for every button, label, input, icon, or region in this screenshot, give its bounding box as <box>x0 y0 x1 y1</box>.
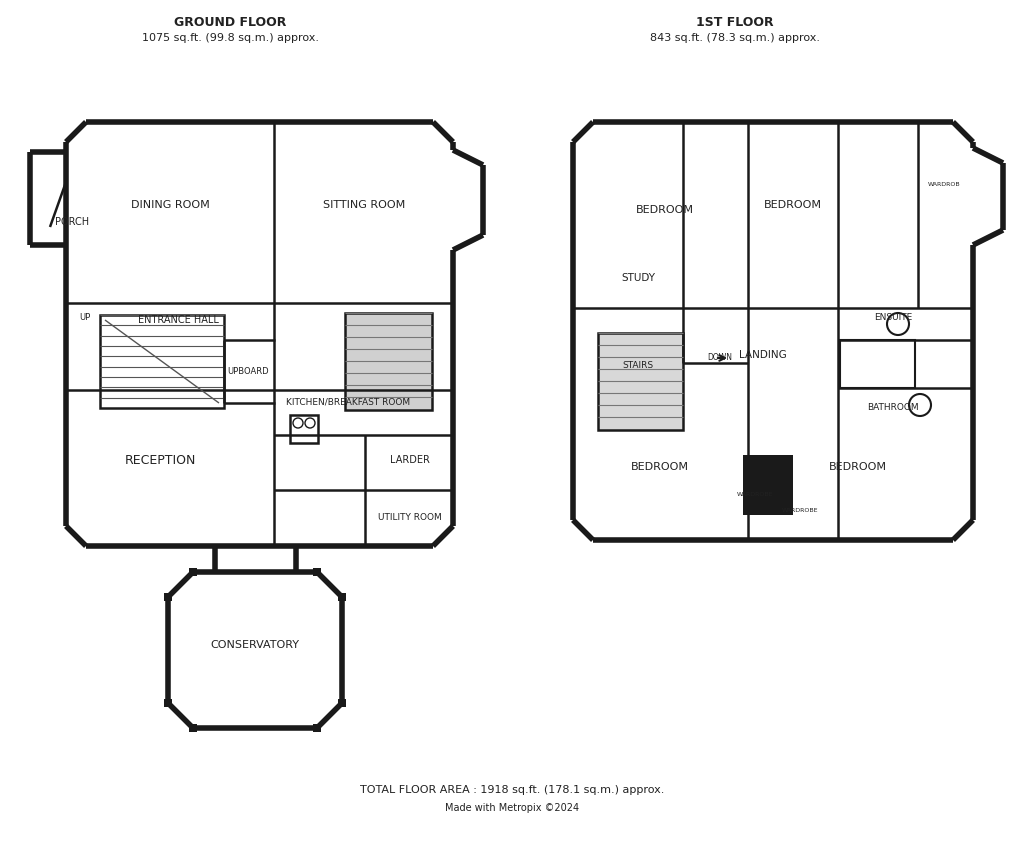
Text: BATHROOM: BATHROOM <box>867 403 919 413</box>
Text: BEDROOM: BEDROOM <box>829 462 887 472</box>
Text: TOTAL FLOOR AREA : 1918 sq.ft. (178.1 sq.m.) approx.: TOTAL FLOOR AREA : 1918 sq.ft. (178.1 sq… <box>359 785 665 795</box>
Text: CONSERVATORY: CONSERVATORY <box>211 640 299 650</box>
Bar <box>338 699 346 707</box>
Text: Made with Metropix ©2024: Made with Metropix ©2024 <box>445 803 579 813</box>
Bar <box>598 333 683 430</box>
Text: UP: UP <box>80 313 91 323</box>
Bar <box>840 340 915 388</box>
Text: UTILITY ROOM: UTILITY ROOM <box>378 512 442 522</box>
Bar <box>345 313 432 410</box>
Text: ENTRANCE HALL: ENTRANCE HALL <box>137 315 218 325</box>
Text: WARDROB: WARDROB <box>928 182 961 187</box>
Text: LARDER: LARDER <box>390 455 430 465</box>
Bar <box>189 568 197 576</box>
Text: 1ST FLOOR: 1ST FLOOR <box>696 15 774 28</box>
Bar <box>164 593 172 601</box>
Bar <box>743 455 793 515</box>
Text: PORCH: PORCH <box>55 217 89 227</box>
Text: LANDING: LANDING <box>739 350 786 360</box>
Bar <box>313 568 321 576</box>
Text: SITTING ROOM: SITTING ROOM <box>323 200 406 210</box>
Text: BEDROOM: BEDROOM <box>636 205 694 215</box>
Text: GROUND FLOOR: GROUND FLOOR <box>174 15 286 28</box>
Text: RECEPTION: RECEPTION <box>124 454 196 466</box>
Text: DOWN: DOWN <box>708 353 732 363</box>
Bar <box>598 333 683 430</box>
Bar <box>338 593 346 601</box>
Bar <box>290 415 318 443</box>
Text: STUDY: STUDY <box>621 273 655 283</box>
Text: STAIRS: STAIRS <box>623 361 653 369</box>
Bar <box>100 315 224 408</box>
Text: WARDROBE: WARDROBE <box>736 493 773 498</box>
Bar <box>189 724 197 732</box>
Text: 1075 sq.ft. (99.8 sq.m.) approx.: 1075 sq.ft. (99.8 sq.m.) approx. <box>141 33 318 43</box>
Bar <box>313 724 321 732</box>
Text: 843 sq.ft. (78.3 sq.m.) approx.: 843 sq.ft. (78.3 sq.m.) approx. <box>650 33 820 43</box>
Bar <box>164 699 172 707</box>
Text: BEDROOM: BEDROOM <box>631 462 689 472</box>
Text: ENSUITE: ENSUITE <box>873 313 912 323</box>
Bar <box>345 313 432 410</box>
Text: BEDROOM: BEDROOM <box>764 200 822 210</box>
Text: KITCHEN/BREAKFAST ROOM: KITCHEN/BREAKFAST ROOM <box>286 397 410 407</box>
Text: DINING ROOM: DINING ROOM <box>131 200 209 210</box>
Text: UPBOARD: UPBOARD <box>227 368 269 376</box>
Text: WARDROBE: WARDROBE <box>781 507 818 512</box>
